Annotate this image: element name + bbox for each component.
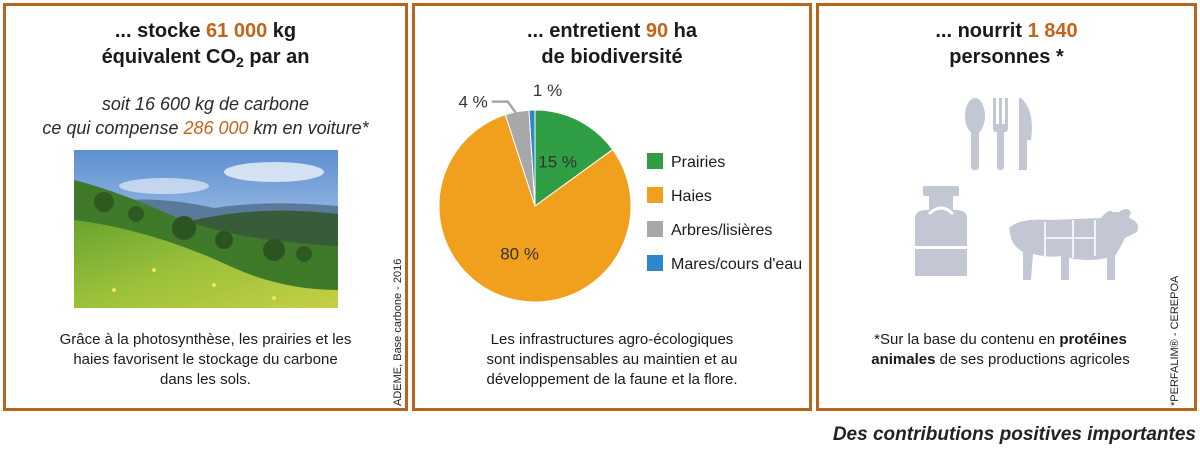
- carbon-title: ... stocke 61 000 kg équivalent CO2 par …: [101, 20, 310, 70]
- beef-cuts-icon: [1009, 209, 1138, 280]
- pie-label-arbres-lisi-res: 4 %: [458, 93, 487, 112]
- nutrition-title: ... nourrit 1 840 personnes *: [935, 20, 1078, 68]
- legend-label-haies: Haies: [671, 188, 712, 205]
- legend-item-arbres-lisi-res: Arbres/lisières: [647, 214, 802, 248]
- biodiversity-caption: Les infrastructures agro-écologiques son…: [486, 331, 738, 388]
- legend-swatch-prairies: [647, 153, 663, 169]
- legend-swatch-arbres-lisi-res: [647, 221, 663, 237]
- legend-label-prairies: Prairies: [671, 154, 726, 171]
- legend-label-mares-cours-d-eau: Mares/cours d'eau: [671, 256, 803, 273]
- legend-item-haies: Haies: [647, 180, 802, 214]
- landscape-photo: [74, 150, 338, 308]
- pie-slice-mares-cours-d-eau: [528, 109, 536, 207]
- pie-label-mares-cours-d-eau: 1 %: [533, 81, 562, 100]
- nutrition-source: *PERFALIM® - CEREPOA: [1169, 275, 1181, 406]
- nutrition-value: 1 840: [1027, 20, 1078, 42]
- carbon-source: ADEME, Base carbone - 2016: [392, 258, 404, 406]
- carbon-caption: Grâce à la photosynthèse, les prairies e…: [59, 331, 352, 388]
- cutlery-icon: [965, 98, 1032, 170]
- legend-item-prairies: Prairies: [647, 146, 802, 180]
- biodiversity-value: 90: [645, 20, 669, 42]
- pie-label-prairies: 15 %: [538, 153, 577, 172]
- pie-label-haies: 80 %: [500, 244, 539, 263]
- pie-legend: Prairies Haies Arbres/lisières Mares/cours …: [647, 146, 802, 282]
- nutrition-panel: ... nourrit 1 840 personnes *: [816, 3, 1197, 411]
- biodiversity-pie-chart: 15 % 80 % 4 % 1 %: [438, 81, 632, 303]
- legend-swatch-haies: [647, 187, 663, 203]
- carbon-equivalence: soit 16 600 kg de carbone ce qui compens…: [42, 94, 369, 138]
- biodiversity-title: ... entretient 90 ha de biodiversité: [526, 20, 698, 68]
- legend-label-arbres-lisi-res: Arbres/lisières: [671, 222, 773, 239]
- milk-can-icon: [915, 186, 967, 276]
- legend-item-mares-cours-d-eau: Mares/cours d'eau: [647, 248, 802, 282]
- pie-slice-haies: [438, 114, 632, 303]
- carbon-value: 61 000: [206, 20, 268, 42]
- footer-caption: Des contributions positives importantes: [832, 424, 1196, 445]
- pie-leader-arbres-lisi-res: [491, 100, 519, 117]
- legend-swatch-mares-cours-d-eau: [647, 255, 663, 271]
- nutrition-caption: *Sur la base du contenu en protéines ani…: [871, 331, 1130, 368]
- pie-slice-prairies: [534, 109, 614, 207]
- biodiversity-panel: ... entretient 90 ha de biodiversité 15 …: [412, 3, 812, 411]
- carbon-panel: ... stocke 61 000 kg équivalent CO2 par …: [3, 3, 408, 411]
